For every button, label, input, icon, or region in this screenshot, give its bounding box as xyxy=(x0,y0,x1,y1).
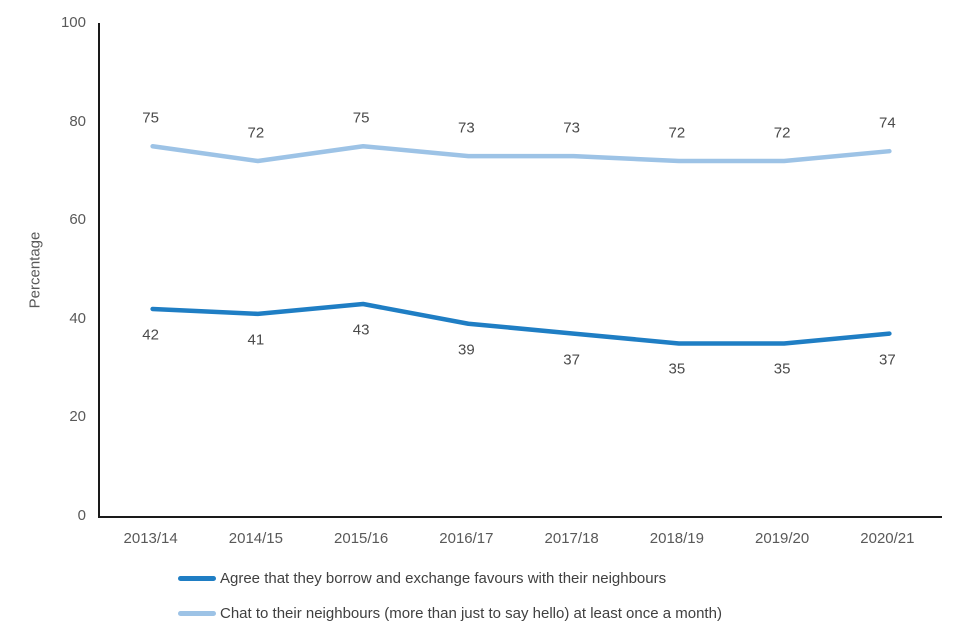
data-label: 72 xyxy=(247,124,265,142)
y-axis-tick-label: 100 xyxy=(60,14,86,31)
legend-label: Chat to their neighbours (more than just… xyxy=(220,604,722,622)
x-axis-tick-label: 2016/17 xyxy=(439,530,494,547)
data-label: 42 xyxy=(142,326,159,344)
y-axis-tick-label: 40 xyxy=(69,309,86,327)
data-label: 37 xyxy=(563,351,580,369)
x-axis-tick-label: 2019/20 xyxy=(755,530,810,547)
series-line-2 xyxy=(150,144,892,164)
data-label: 75 xyxy=(142,109,159,127)
x-axis-tick-label: 2014/15 xyxy=(228,530,283,547)
data-label: 37 xyxy=(879,351,896,369)
y-axis-tick-label: 20 xyxy=(69,408,86,426)
data-label: 73 xyxy=(563,119,580,137)
data-label: 74 xyxy=(879,114,896,132)
x-axis-tick-label: 2013/14 xyxy=(123,530,178,547)
legend-item-2: Chat to their neighbours (more than just… xyxy=(178,604,722,622)
data-label: 72 xyxy=(773,124,791,142)
data-label: 35 xyxy=(773,360,791,378)
plot-area xyxy=(98,23,942,518)
data-label: 73 xyxy=(458,119,475,137)
data-label: 72 xyxy=(668,124,686,142)
series-lines-canvas xyxy=(150,144,892,346)
series-line-1 xyxy=(150,301,892,346)
y-axis-title: Percentage xyxy=(26,231,44,309)
data-label: 35 xyxy=(668,360,686,378)
y-axis-tick-label: 0 xyxy=(77,507,86,524)
legend: Agree that they borrow and exchange favo… xyxy=(178,570,722,640)
legend-item-1: Agree that they borrow and exchange favo… xyxy=(178,569,722,587)
x-axis-tick-label: 2020/21 xyxy=(860,530,915,547)
legend-line-swatch xyxy=(178,610,216,616)
data-label: 75 xyxy=(352,109,370,127)
x-axis-tick-label: 2018/19 xyxy=(649,530,704,547)
y-axis-tick-label: 60 xyxy=(69,211,86,229)
legend-label: Agree that they borrow and exchange favo… xyxy=(220,569,667,587)
data-label: 39 xyxy=(458,341,475,359)
x-axis-tick-label: 2015/16 xyxy=(334,530,389,547)
y-axis-tick-label: 80 xyxy=(69,112,86,130)
data-label: 43 xyxy=(352,321,370,339)
x-axis-tick-label: 2017/18 xyxy=(544,530,599,547)
legend-line-swatch xyxy=(178,575,216,581)
data-label: 41 xyxy=(247,331,265,349)
